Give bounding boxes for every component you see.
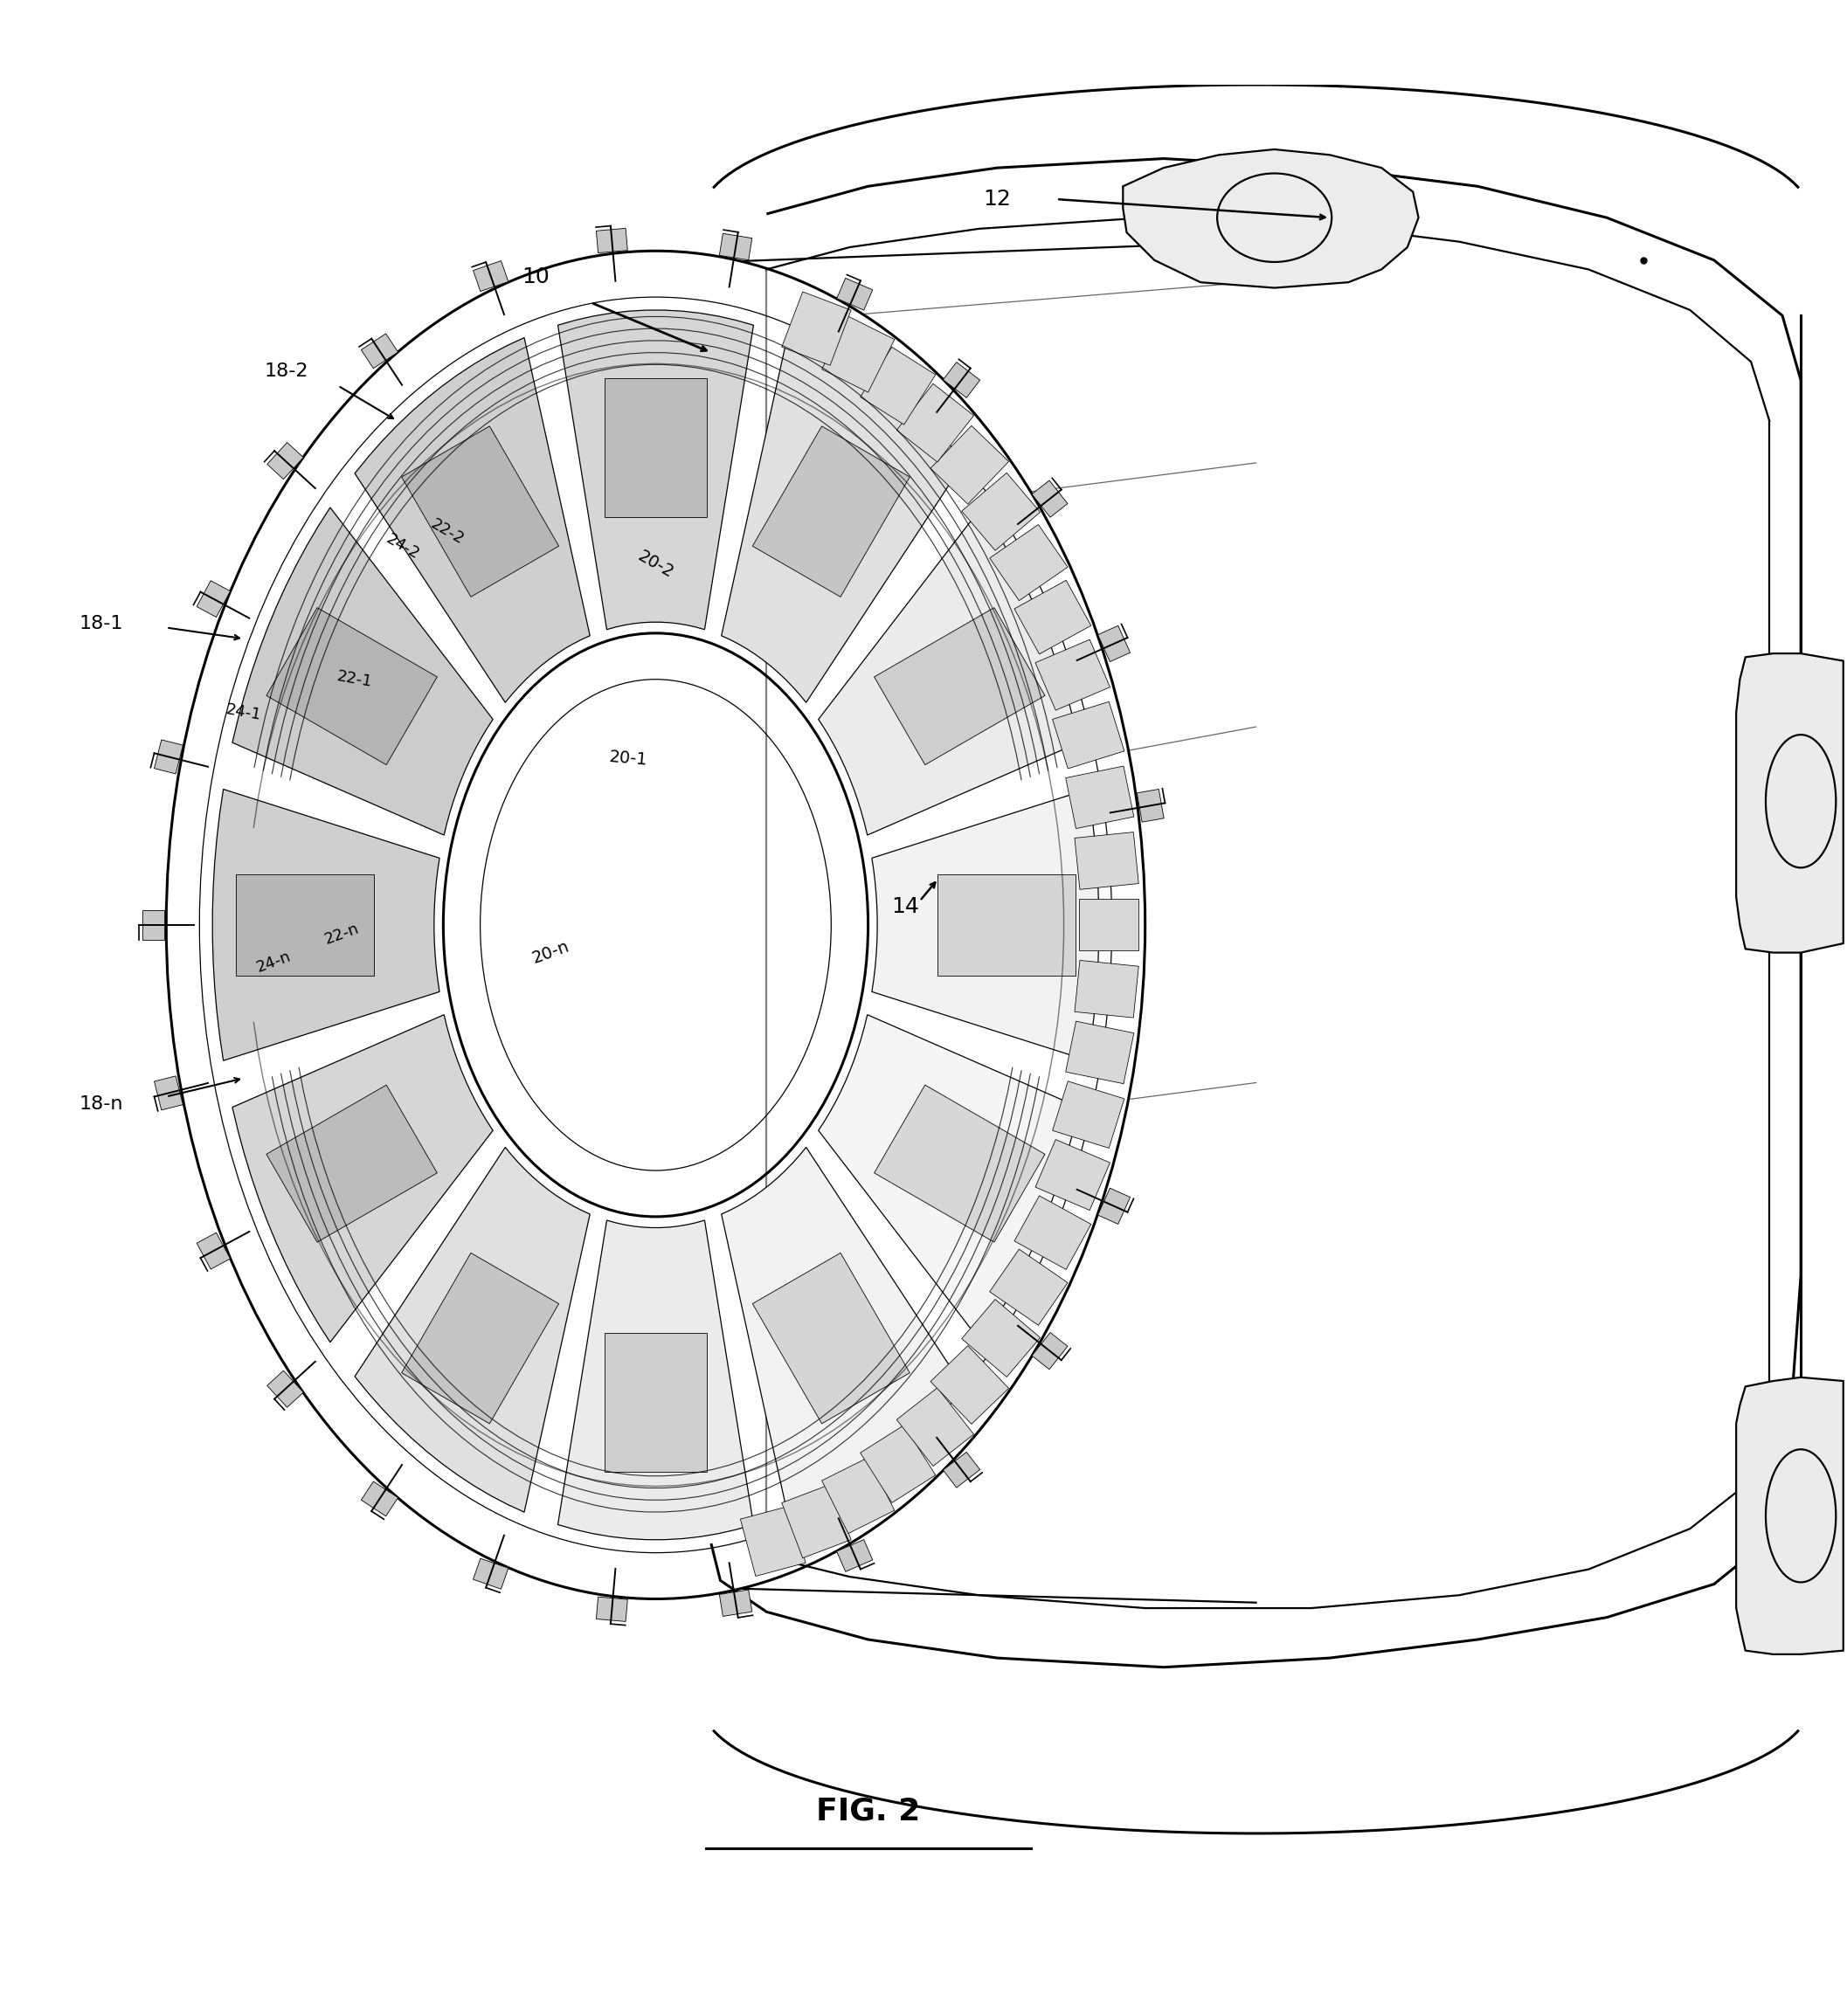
Polygon shape xyxy=(962,1298,1040,1377)
Polygon shape xyxy=(266,607,438,764)
Polygon shape xyxy=(1066,1022,1134,1085)
Polygon shape xyxy=(896,383,973,462)
Polygon shape xyxy=(362,1482,399,1516)
Text: 12: 12 xyxy=(983,190,1012,210)
Polygon shape xyxy=(861,1425,936,1502)
Polygon shape xyxy=(1736,1377,1843,1655)
Polygon shape xyxy=(752,1252,911,1423)
Polygon shape xyxy=(1066,766,1134,829)
Text: 22-2: 22-2 xyxy=(427,516,467,548)
Polygon shape xyxy=(1075,833,1138,889)
Polygon shape xyxy=(872,788,1099,1060)
Text: 18-1: 18-1 xyxy=(79,615,124,633)
Text: 20-n: 20-n xyxy=(530,937,571,968)
Text: 22-1: 22-1 xyxy=(336,669,373,689)
Polygon shape xyxy=(268,1371,303,1407)
Polygon shape xyxy=(1079,899,1138,952)
Polygon shape xyxy=(268,442,303,480)
Polygon shape xyxy=(355,1147,589,1512)
Polygon shape xyxy=(597,1597,628,1621)
Polygon shape xyxy=(362,333,399,369)
Polygon shape xyxy=(990,524,1068,601)
Polygon shape xyxy=(752,425,911,597)
Polygon shape xyxy=(153,740,183,774)
Polygon shape xyxy=(153,1077,183,1111)
Polygon shape xyxy=(837,1540,872,1572)
Polygon shape xyxy=(1075,960,1138,1018)
Text: 20-2: 20-2 xyxy=(635,548,676,583)
Polygon shape xyxy=(944,363,981,397)
Polygon shape xyxy=(818,1014,1079,1343)
Polygon shape xyxy=(401,1252,560,1423)
Polygon shape xyxy=(355,337,589,702)
Text: 24-1: 24-1 xyxy=(225,702,262,724)
Polygon shape xyxy=(604,379,706,516)
Text: 14: 14 xyxy=(890,895,920,917)
Polygon shape xyxy=(861,347,936,425)
Polygon shape xyxy=(818,508,1079,835)
Polygon shape xyxy=(198,581,231,617)
Polygon shape xyxy=(962,474,1040,550)
Polygon shape xyxy=(1032,1333,1068,1369)
Polygon shape xyxy=(597,228,628,252)
Polygon shape xyxy=(874,1085,1045,1242)
Polygon shape xyxy=(212,788,440,1060)
Polygon shape xyxy=(1097,625,1130,661)
Polygon shape xyxy=(235,875,373,976)
Text: 18-n: 18-n xyxy=(79,1095,124,1113)
Polygon shape xyxy=(558,1220,754,1540)
Text: 18-2: 18-2 xyxy=(264,363,308,379)
Polygon shape xyxy=(142,909,164,939)
Polygon shape xyxy=(401,425,560,597)
Polygon shape xyxy=(198,1232,231,1270)
Polygon shape xyxy=(822,1458,894,1534)
Polygon shape xyxy=(1014,581,1092,653)
Polygon shape xyxy=(874,607,1045,764)
Polygon shape xyxy=(781,292,851,365)
Polygon shape xyxy=(1014,1195,1092,1270)
Text: 24-n: 24-n xyxy=(253,948,294,976)
Polygon shape xyxy=(1138,788,1164,823)
Polygon shape xyxy=(931,1345,1008,1423)
Polygon shape xyxy=(473,260,508,292)
Polygon shape xyxy=(722,1147,957,1512)
Polygon shape xyxy=(558,310,754,629)
Polygon shape xyxy=(896,1387,973,1466)
Polygon shape xyxy=(931,425,1008,504)
Text: 24-2: 24-2 xyxy=(382,530,423,562)
Polygon shape xyxy=(718,1591,752,1617)
Polygon shape xyxy=(1036,1139,1110,1210)
Polygon shape xyxy=(837,278,872,310)
Polygon shape xyxy=(722,337,957,702)
Polygon shape xyxy=(1053,702,1125,768)
Polygon shape xyxy=(1032,480,1068,518)
Polygon shape xyxy=(1123,149,1418,288)
Polygon shape xyxy=(1736,653,1843,954)
Text: 22-n: 22-n xyxy=(321,921,362,948)
Text: 20-1: 20-1 xyxy=(608,748,648,768)
Polygon shape xyxy=(781,1484,851,1558)
Text: 10: 10 xyxy=(521,266,550,286)
Polygon shape xyxy=(233,1014,493,1343)
Polygon shape xyxy=(944,1452,981,1488)
Polygon shape xyxy=(822,317,894,393)
Polygon shape xyxy=(233,508,493,835)
Polygon shape xyxy=(1053,1081,1125,1149)
Polygon shape xyxy=(990,1250,1068,1325)
Polygon shape xyxy=(266,1085,438,1242)
Polygon shape xyxy=(604,1333,706,1472)
Polygon shape xyxy=(1097,1187,1130,1224)
Text: FIG. 2: FIG. 2 xyxy=(816,1796,920,1826)
Polygon shape xyxy=(938,875,1075,976)
Polygon shape xyxy=(718,234,752,260)
Polygon shape xyxy=(473,1558,508,1589)
Polygon shape xyxy=(741,1506,805,1577)
Polygon shape xyxy=(1036,639,1110,710)
